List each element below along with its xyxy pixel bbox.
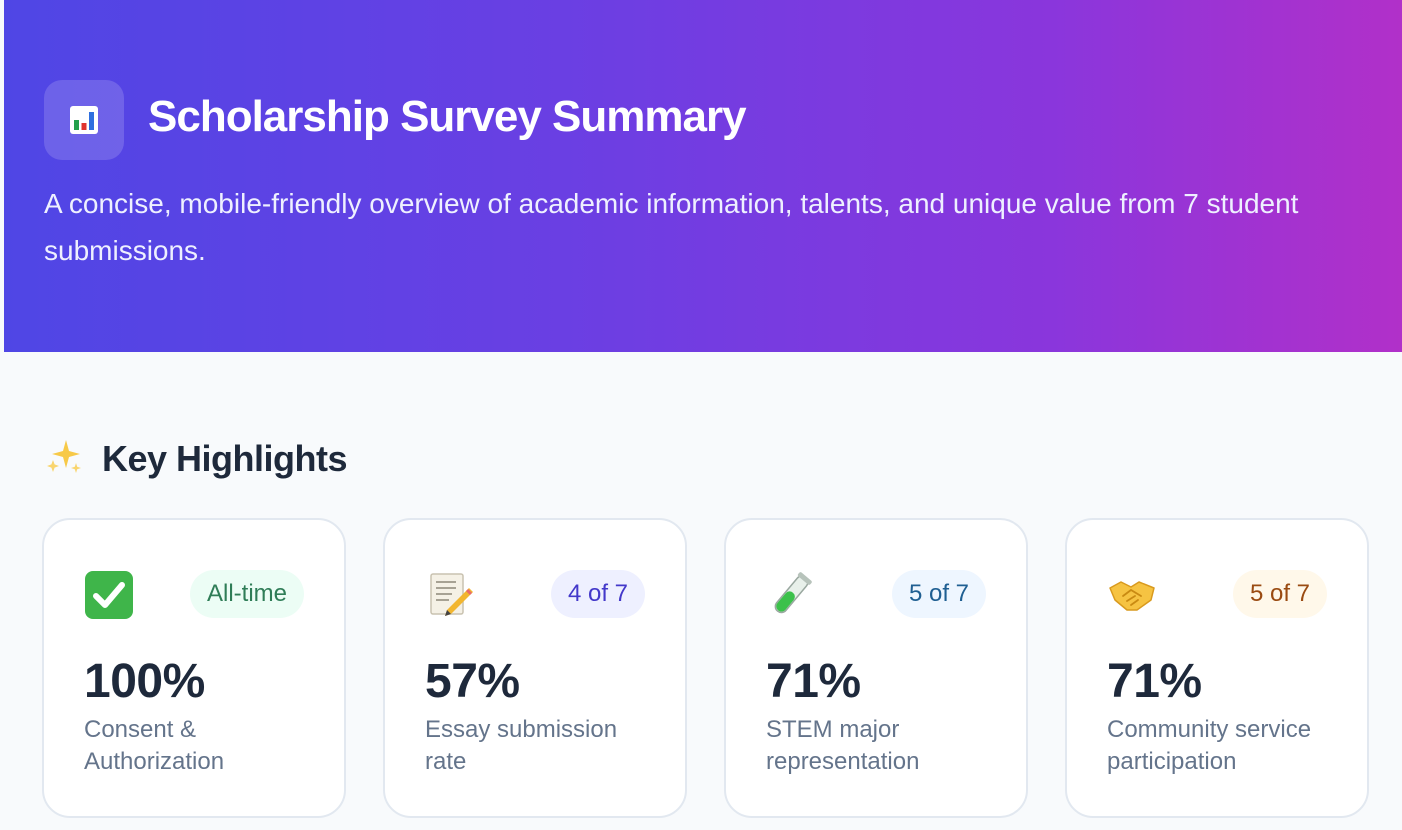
handshake-icon: [1107, 570, 1157, 620]
memo-icon: [425, 570, 475, 620]
bar-chart-icon: [44, 80, 124, 160]
badge-count: 4 of 7: [550, 570, 645, 618]
highlight-label: Consent & Authorization: [84, 716, 225, 775]
highlight-card-essay: 4 of 7 57% Essay submission rate: [383, 518, 687, 818]
highlight-card-stem: 5 of 7 71% STEM major representation: [724, 518, 1028, 818]
check-mark-icon: [84, 570, 134, 620]
highlight-value: 57%: [425, 655, 520, 708]
highlight-value: 100%: [84, 655, 205, 708]
badge-count: 5 of 7: [891, 570, 986, 618]
highlight-card-community: 5 of 7 71% Community service participati…: [1065, 518, 1369, 818]
section-title: Key Highlights: [102, 437, 348, 479]
highlight-label: STEM major representation: [766, 716, 920, 775]
header-banner: Scholarship Survey Summary A concise, mo…: [4, 0, 1402, 352]
badge-all-time: All-time: [189, 570, 304, 618]
sparkles-icon: [44, 436, 84, 481]
key-highlights-heading: Key Highlights: [44, 436, 348, 481]
highlight-value: 71%: [766, 655, 861, 708]
badge-count: 5 of 7: [1232, 570, 1327, 618]
highlight-label: Essay submission rate: [425, 716, 618, 775]
page-title: Scholarship Survey Summary: [148, 92, 747, 141]
highlight-card-consent: All-time 100% Consent & Authorization: [42, 518, 346, 818]
highlight-cards: All-time 100% Consent & Authorization 4 …: [42, 518, 1369, 818]
page-subtitle: A concise, mobile-friendly overview of a…: [44, 188, 1299, 266]
highlight-label: Community service participation: [1107, 716, 1312, 775]
test-tube-icon: [766, 570, 816, 620]
highlight-value: 71%: [1107, 655, 1202, 708]
